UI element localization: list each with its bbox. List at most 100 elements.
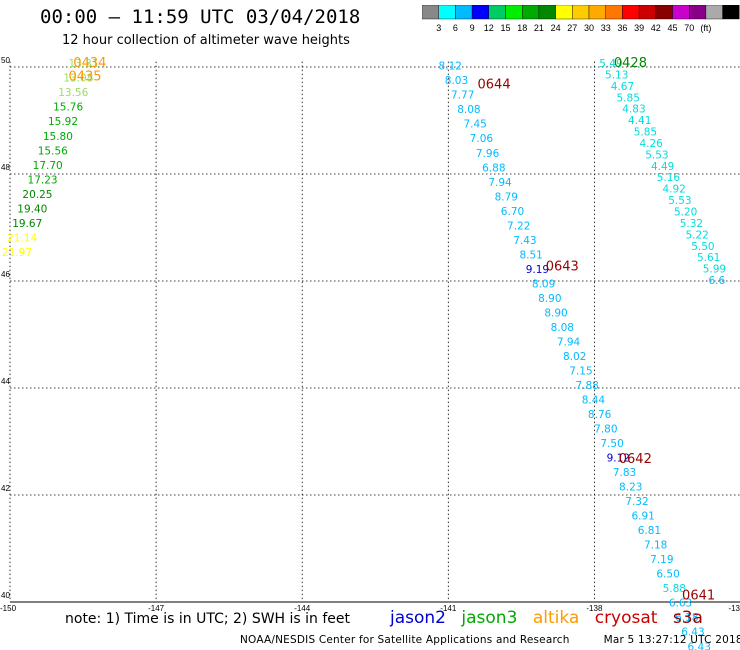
swh-value: 5.16 <box>657 172 681 184</box>
satellite-legend: jason2 jason3 altika cryosat s3a <box>390 608 713 628</box>
swh-value: 6.50 <box>656 569 679 581</box>
swh-value: 4.83 <box>622 104 645 116</box>
swh-value: 6.81 <box>638 525 661 537</box>
swh-value: 4.41 <box>628 115 651 127</box>
footer-credit: NOAA/NESDIS Center for Satellite Applica… <box>240 634 570 646</box>
swh-value: 7.83 <box>613 467 636 479</box>
scale-label: 15 <box>500 23 510 33</box>
swh-value: 7.32 <box>625 496 648 508</box>
swh-value: 5.22 <box>685 229 708 241</box>
swh-value: 8.03 <box>445 75 468 87</box>
swh-value: 8.90 <box>544 307 567 319</box>
swh-value: 17.70 <box>33 160 63 172</box>
scale-label: 18 <box>517 23 527 33</box>
swh-value: 17.23 <box>28 174 58 186</box>
swh-value: 7.96 <box>476 148 500 160</box>
legend-jason3: jason3 <box>461 608 518 628</box>
pass-time-label: 0644 <box>478 77 511 92</box>
swh-value: 5.20 <box>674 206 697 218</box>
swh-value: 5.85 <box>617 92 640 104</box>
swh-value: 7.18 <box>644 540 667 552</box>
swh-value: 7.94 <box>557 336 581 348</box>
lat-tick-label: 42 <box>1 484 10 493</box>
pass-time-label: 0641 <box>682 588 715 603</box>
scale-label: 9 <box>470 23 475 33</box>
swh-value: 5.53 <box>668 195 691 207</box>
swh-value: 8.79 <box>495 191 518 203</box>
swh-value: 8.02 <box>563 351 586 363</box>
note-text: note: 1) Time is in UTC; 2) SWH is in fe… <box>65 611 351 627</box>
swh-value: 15.76 <box>53 102 83 114</box>
lat-tick-label: 40 <box>1 591 10 600</box>
swh-value: 7.22 <box>507 220 530 232</box>
scale-label: 36 <box>617 23 627 33</box>
swh-value: 8.12 <box>439 61 462 73</box>
swh-value: 13.31 <box>68 58 98 70</box>
legend-altika: altika <box>532 608 580 628</box>
lat-tick-label: 44 <box>1 377 10 386</box>
swh-value: 9.19 <box>526 264 549 276</box>
swh-value: 7.06 <box>470 133 494 145</box>
swh-value: 5.32 <box>680 218 703 230</box>
scale-label: 45 <box>667 23 677 33</box>
swh-value: 6.6 <box>708 275 725 287</box>
swh-value: 21.14 <box>7 233 37 245</box>
footer-timestamp: Mar 5 13:27:12 UTC 2018 <box>603 634 740 646</box>
swh-value: 7.45 <box>463 119 486 131</box>
scale-label: 3 <box>436 23 441 33</box>
swh-value: 6.43 <box>681 627 704 639</box>
map-subtitle: 12 hour collection of altimeter wave hei… <box>62 33 350 48</box>
pass-time-label: 0642 <box>619 452 652 467</box>
swh-value: 6.88 <box>482 162 505 174</box>
pass-time-label: 0428 <box>614 56 647 71</box>
scale-label: 21 <box>534 23 544 33</box>
swh-value: 7.80 <box>594 424 617 436</box>
swh-value: 7.50 <box>600 438 623 450</box>
scale-label: 6 <box>453 23 458 33</box>
swh-value: 7.19 <box>650 554 673 566</box>
swh-value: 5.53 <box>645 149 668 161</box>
swh-value: 20.25 <box>22 189 52 201</box>
lat-tick-label: 50 <box>1 56 10 65</box>
swh-value: 21.97 <box>2 247 32 259</box>
scale-label: 30 <box>584 23 594 33</box>
lon-tick-label: -147 <box>148 604 165 613</box>
scale-label: 12 <box>484 23 494 33</box>
footer: NOAA/NESDIS Center for Satellite Applica… <box>240 634 740 646</box>
swh-value: 19.67 <box>12 218 42 230</box>
swh-value: 7.15 <box>569 365 592 377</box>
swh-value: 4.67 <box>611 81 634 93</box>
swh-value: 6.91 <box>631 511 654 523</box>
scale-swatch <box>722 5 740 20</box>
swh-value: 5.13 <box>605 69 628 81</box>
pass-time-label: 0434 <box>73 56 106 71</box>
swh-value: 8.51 <box>519 249 542 261</box>
swh-value: 5.50 <box>691 241 714 253</box>
legend-cryosat: cryosat <box>594 608 658 628</box>
lat-tick-label: 48 <box>1 163 10 172</box>
swh-value: 8.23 <box>619 482 642 494</box>
swh-value: 13.08 <box>63 73 93 85</box>
swh-value: 4.92 <box>662 184 685 196</box>
swh-value: 8.44 <box>582 395 606 407</box>
pass-time-label: 0435 <box>68 69 101 84</box>
swh-value: 8.09 <box>532 278 555 290</box>
scale-label: 33 <box>601 23 611 33</box>
lon-tick-label: -150 <box>0 604 17 613</box>
swh-value: 8.08 <box>551 322 574 334</box>
swh-value: 8.90 <box>538 293 561 305</box>
swh-value: 7.88 <box>575 380 598 392</box>
swh-value: 13.56 <box>58 87 88 99</box>
scale-label: 39 <box>634 23 644 33</box>
swh-value: 5.99 <box>703 264 726 276</box>
swh-value: 7.43 <box>513 235 536 247</box>
swh-value: 15.92 <box>48 116 78 128</box>
lat-tick-label: 46 <box>1 270 10 279</box>
scale-label: (ft) <box>700 23 711 33</box>
legend-s3a: s3a <box>672 608 703 628</box>
swh-value: 6.43 <box>688 641 711 650</box>
swh-value: 9.12 <box>607 453 630 465</box>
swh-value: 7.77 <box>451 90 474 102</box>
swh-value: 5.85 <box>634 127 657 139</box>
